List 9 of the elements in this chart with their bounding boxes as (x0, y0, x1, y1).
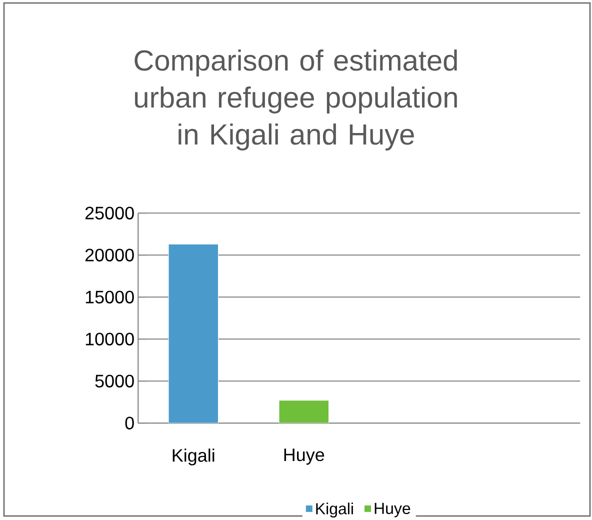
legend-label: Kigali (316, 502, 353, 518)
y-tick-label: 20000 (85, 248, 134, 262)
chart-title: Comparison of estimated urban refugee population in Kigali and Huye (134, 50, 457, 151)
legend-label: Huye (374, 503, 410, 518)
y-tick-label: 10000 (86, 332, 134, 346)
y-tick-label: 15000 (86, 290, 134, 304)
y-tick-label: 25000 (85, 206, 134, 220)
y-tick-label: 5000 (95, 374, 134, 388)
y-tick-label: 0 (125, 416, 134, 430)
